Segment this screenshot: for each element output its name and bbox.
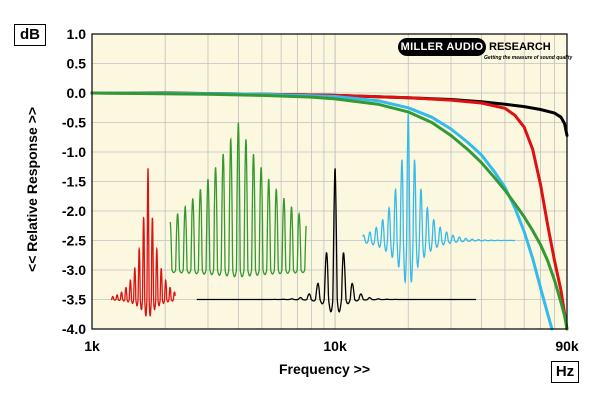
y-unit-label: dB: [14, 24, 46, 46]
x-tick-label: 10k: [323, 338, 347, 354]
brand-logo-text: RESEARCH: [489, 41, 551, 53]
y-tick-label: -2.0: [62, 203, 86, 219]
y-tick-label: -1.5: [62, 174, 86, 190]
y-tick-label: -2.5: [62, 233, 86, 249]
x-axis-title: Frequency >>: [279, 361, 370, 377]
impulse-inset-0: [110, 168, 176, 318]
x-tick-label: 90k: [555, 338, 579, 354]
y-tick-label: 0.0: [67, 85, 87, 101]
y-tick-label: -3.0: [62, 262, 86, 278]
y-tick-label: -0.5: [62, 115, 86, 131]
y-tick-label: 1.0: [67, 26, 87, 42]
brand-logo: MILLER AUDIO RESEARCH Getting the measur…: [398, 36, 572, 66]
impulse-inset-3: [362, 113, 515, 285]
plot-border: [91, 33, 568, 330]
response-series-2: [90, 91, 554, 331]
response-series-1: [90, 91, 569, 331]
response-series-3: [90, 91, 569, 331]
y-tick-label: -4.0: [62, 321, 86, 337]
x-unit-label: Hz: [551, 361, 579, 383]
impulse-inset-1: [169, 122, 307, 278]
brand-tagline: Getting the measure of sound quality: [484, 55, 573, 61]
y-tick-label: 0.5: [67, 56, 87, 72]
x-tick-label: 1k: [84, 338, 100, 354]
y-axis-title: << Relative Response >>: [24, 107, 40, 272]
brand-logo-mark: MILLER AUDIO: [398, 38, 486, 56]
impulse-inset-2: [196, 168, 476, 313]
y-tick-label: -1.0: [62, 144, 86, 160]
y-tick-label: -3.5: [62, 292, 86, 308]
